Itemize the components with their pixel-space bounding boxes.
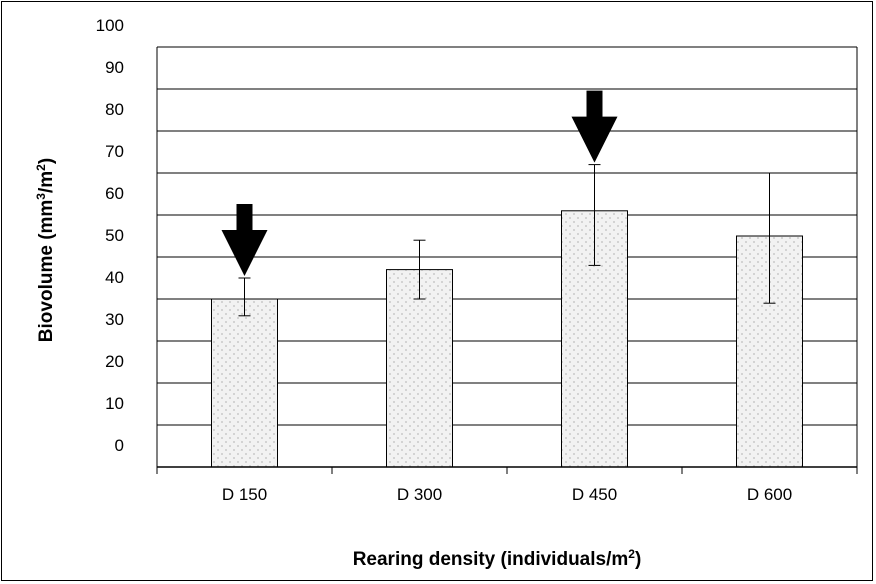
error-bars xyxy=(238,164,776,317)
y-tick-labels: 0 10 20 30 40 50 60 70 80 90 100 xyxy=(96,16,124,455)
bar xyxy=(211,298,278,468)
y-tick-label: 70 xyxy=(105,142,124,161)
y-tick-label: 30 xyxy=(105,310,124,329)
x-tick-label: D 600 xyxy=(747,485,792,504)
y-tick-label: 20 xyxy=(105,352,124,371)
y-tick-label: 50 xyxy=(105,226,124,245)
x-tick-label: D 150 xyxy=(222,485,267,504)
y-tick-label: 60 xyxy=(105,184,124,203)
x-tick-labels: D 150 D 300 D 450 D 600 xyxy=(222,485,792,504)
arrows xyxy=(221,90,618,276)
y-tick-label: 0 xyxy=(115,436,124,455)
y-tick-label: 10 xyxy=(105,394,124,413)
y-tick-label: 90 xyxy=(105,58,124,77)
bar xyxy=(386,269,453,468)
x-axis-title: Rearing density (individuals/m2) xyxy=(353,547,642,570)
down-arrow-icon xyxy=(221,204,268,276)
bars xyxy=(211,210,803,468)
x-axis xyxy=(156,466,858,474)
y-axis-title: Biovolume (mm3/m2) xyxy=(34,158,57,342)
y-tick-label: 100 xyxy=(96,16,124,35)
x-tick-label: D 450 xyxy=(572,485,617,504)
down-arrow-icon xyxy=(571,90,618,163)
y-tick-label: 80 xyxy=(105,100,124,119)
y-tick-label: 40 xyxy=(105,268,124,287)
x-tick-label: D 300 xyxy=(397,485,442,504)
